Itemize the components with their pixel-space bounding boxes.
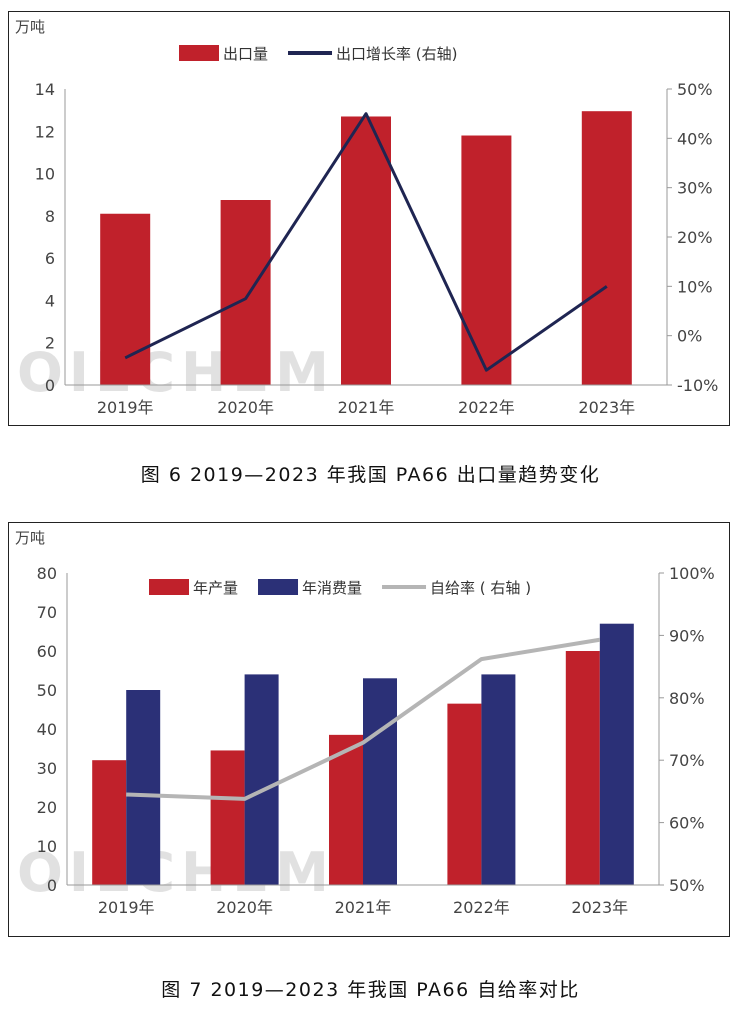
left-tick-label: 4: [45, 291, 55, 310]
left-tick-label: 2: [45, 334, 55, 353]
right-tick-label: 0%: [677, 327, 702, 346]
left-tick-label: 12: [35, 122, 55, 141]
right-tick-label: 60%: [669, 814, 705, 833]
x-tick-label: 2019年: [98, 898, 155, 917]
x-tick-label: 2022年: [453, 898, 510, 917]
chart-panel-self-sufficiency: OILCHEM 万吨 0 10 20 30 40 50 60 70 80 50% 60% 70% 80% 90…: [8, 522, 730, 937]
right-tick-label: 80%: [669, 689, 705, 708]
x-tick-label: 2019年: [97, 398, 154, 417]
bar-出口量: [220, 200, 271, 385]
bar-年消费量: [244, 674, 279, 885]
x-tick-label: 2021年: [338, 398, 395, 417]
bar-年消费量: [599, 623, 634, 885]
bar-出口量: [100, 213, 151, 385]
left-tick-label: 10: [35, 165, 55, 184]
bar-年产量: [447, 703, 482, 885]
chart-panel-export: OILCHEM 万吨 0 2 4 6 8 10 12 14 -10% 0% 10% 20% 30% 40% 50…: [8, 11, 730, 426]
x-tick-label: 2021年: [335, 898, 392, 917]
bar-年消费量: [363, 678, 397, 885]
bar-年消费量: [126, 690, 161, 885]
left-tick-label: 80: [37, 564, 57, 583]
left-tick-label: 40: [37, 720, 57, 739]
export-chart: OILCHEM 万吨 0 2 4 6 8 10 12 14 -10% 0% 10% 20% 30% 40% 50…: [15, 18, 718, 417]
y-axis-unit: 万吨: [15, 529, 45, 547]
bar-年产量: [565, 651, 600, 885]
left-tick-label: 10: [37, 837, 57, 856]
x-tick-label: 2020年: [216, 898, 273, 917]
legend-swatch: [258, 579, 299, 595]
left-tick-label: 14: [35, 80, 55, 99]
right-tick-label: 90%: [669, 626, 705, 645]
right-tick-label: 30%: [677, 179, 713, 198]
right-tick-label: 40%: [677, 129, 713, 148]
legend-label: 出口量: [223, 45, 268, 63]
bar-出口量: [341, 116, 391, 385]
x-tick-label: 2023年: [571, 898, 628, 917]
bar-年产量: [329, 734, 363, 885]
bar-年消费量: [481, 674, 516, 885]
legend-swatch: [179, 45, 219, 61]
left-tick-label: 20: [37, 798, 57, 817]
right-tick-label: 50%: [677, 80, 713, 99]
left-tick-label: 60: [37, 642, 57, 661]
bar-年产量: [92, 760, 127, 885]
self-sufficiency-chart: OILCHEM 万吨 0 10 20 30 40 50 60 70 80 50% 60% 70% 80% 90…: [15, 529, 715, 917]
left-tick-label: 50: [37, 681, 57, 700]
legend-label: 出口增长率 (右轴): [336, 45, 457, 63]
x-tick-label: 2022年: [458, 398, 515, 417]
left-tick-label: 30: [37, 759, 57, 778]
legend-swatch: [149, 579, 189, 595]
left-tick-label: 0: [45, 376, 55, 395]
legend-label: 年产量: [193, 579, 238, 597]
right-tick-label: 70%: [669, 751, 705, 770]
x-tick-label: 2020年: [217, 398, 274, 417]
bar-出口量: [581, 111, 632, 385]
legend-label: 自给率 ( 右轴 ): [430, 579, 531, 597]
x-tick-label: 2023年: [578, 398, 635, 417]
bar-年产量: [210, 750, 245, 885]
right-tick-label: 20%: [677, 228, 713, 247]
left-tick-label: 70: [37, 603, 57, 622]
figure-6-caption: 图 6 2019—2023 年我国 PA66 出口量趋势变化: [140, 464, 601, 486]
right-tick-label: 10%: [677, 277, 713, 296]
left-tick-label: 8: [45, 207, 55, 226]
bar-出口量: [461, 135, 512, 385]
left-tick-label: 6: [45, 249, 55, 268]
watermark: OILCHEM: [17, 341, 335, 404]
left-tick-label: 0: [47, 876, 57, 895]
watermark: OILCHEM: [17, 841, 335, 904]
right-tick-label: -10%: [677, 376, 718, 395]
right-tick-label: 100%: [669, 564, 715, 583]
figure-7-caption: 图 7 2019—2023 年我国 PA66 自给率对比: [161, 979, 580, 1001]
y-axis-unit: 万吨: [15, 18, 45, 36]
right-tick-label: 50%: [669, 876, 705, 895]
legend-label: 年消费量: [302, 579, 362, 597]
